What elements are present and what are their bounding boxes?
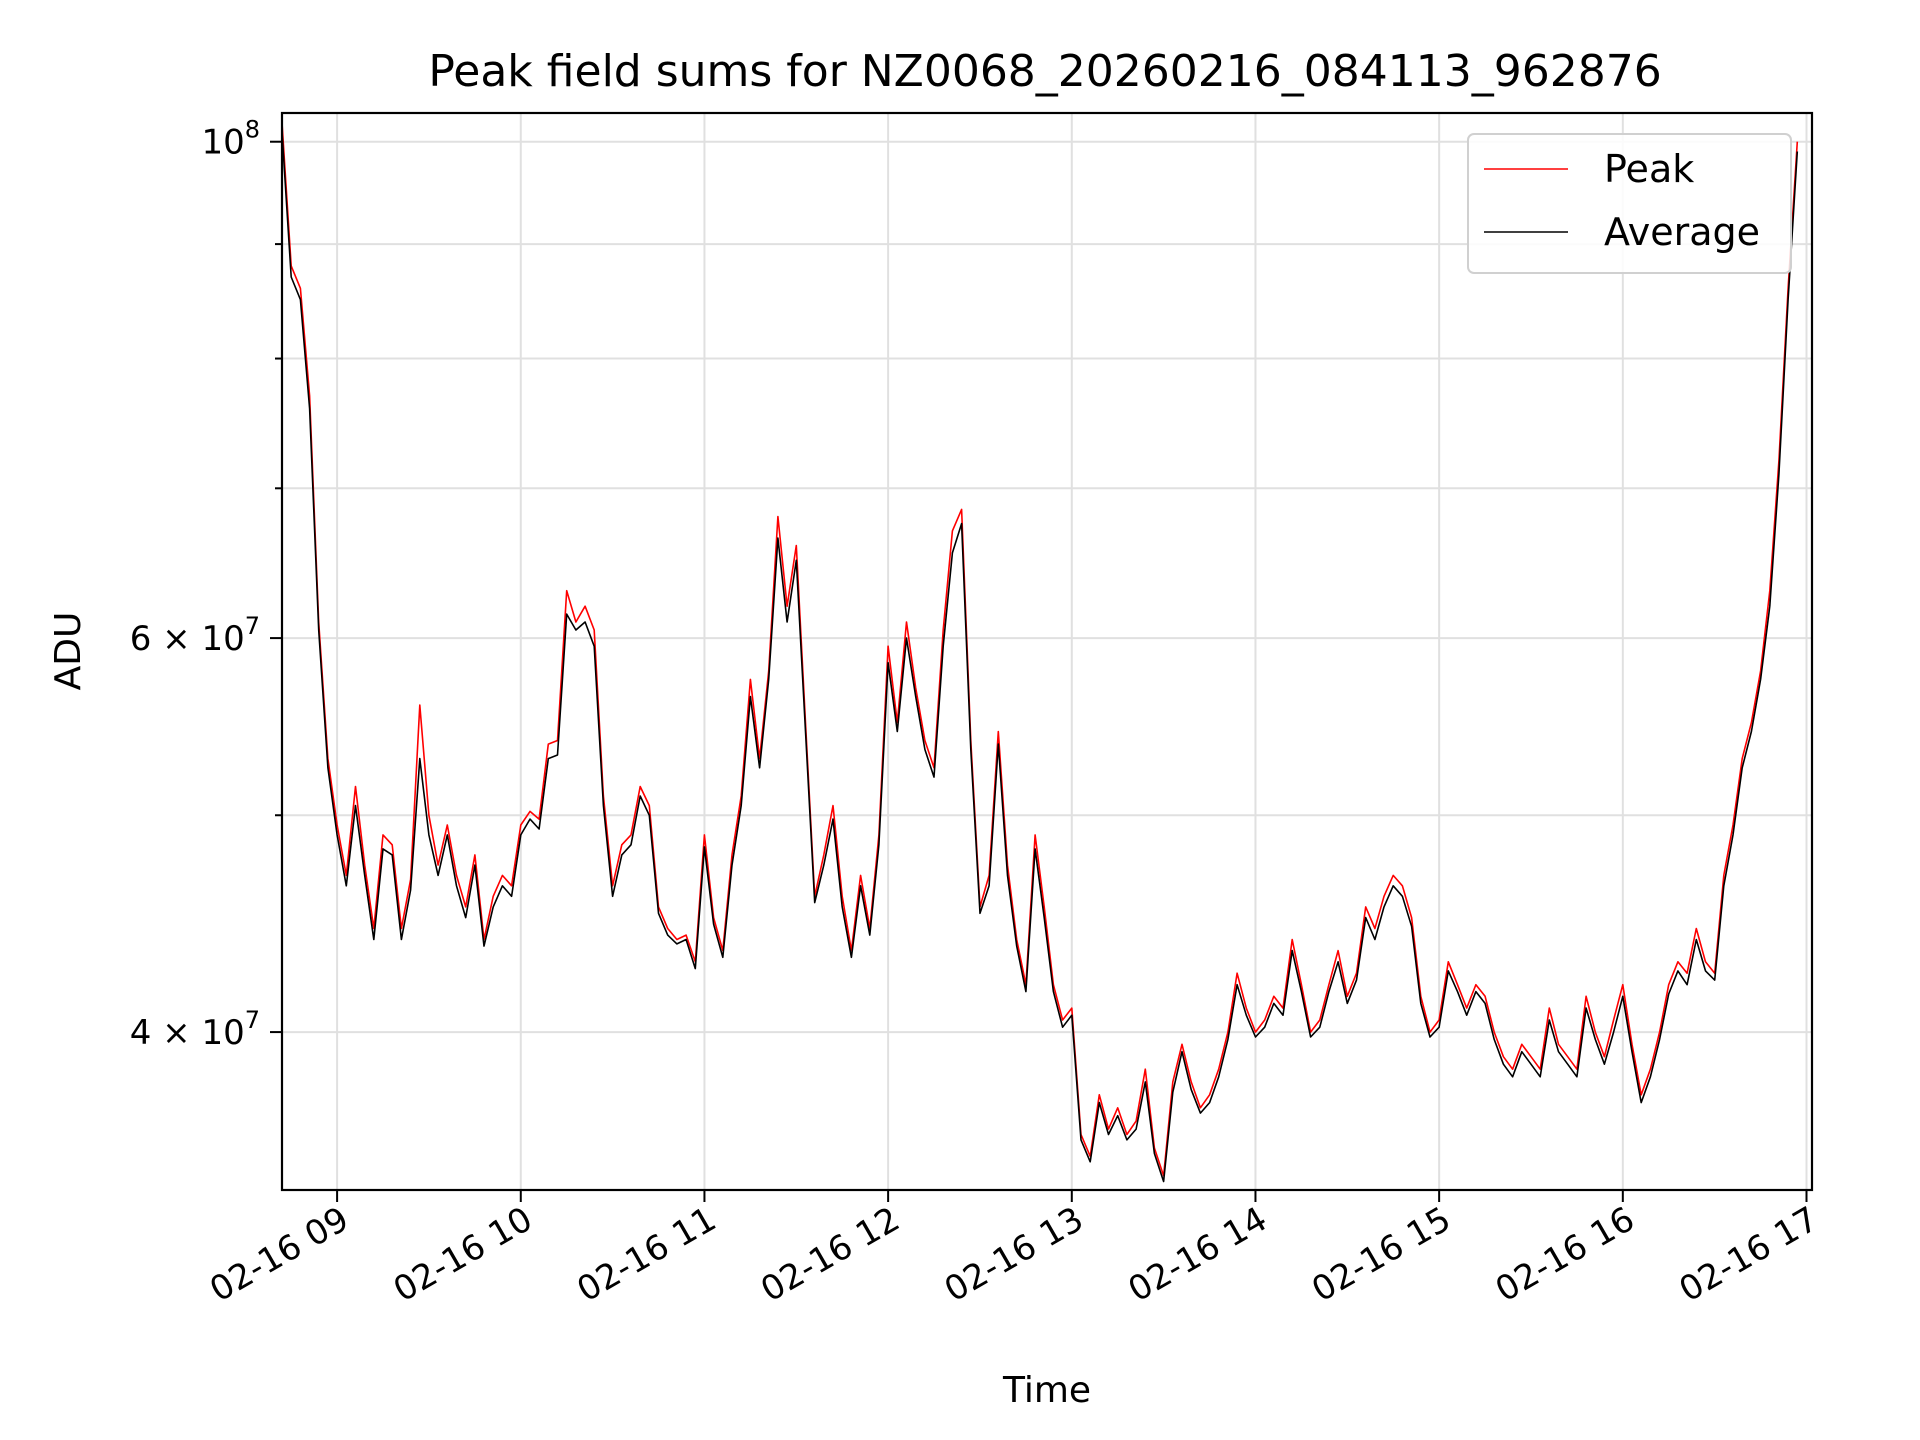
series-line-peak [282,122,1799,1177]
plot-frame [280,111,1814,1192]
chart-title: Peak field sums for NZ0068_20260216_0841… [428,46,1661,97]
legend-average-label: Average [1604,210,1760,254]
series-line-average [282,132,1799,1183]
y-tick-label: 6 × 107 [130,612,260,659]
legend-peak-label: Peak [1604,147,1694,191]
y-tick-label: 4 × 107 [130,1006,260,1053]
legend: Peak Average [1467,133,1792,274]
y-axis: 4 × 107 6 × 107 108 [130,116,282,1053]
grid [282,113,1812,1190]
x-axis-label: Time [1002,1370,1091,1411]
series-layer [282,122,1799,1183]
y-tick-label: 108 [201,116,260,163]
y-axis-label: ADU [48,612,89,691]
